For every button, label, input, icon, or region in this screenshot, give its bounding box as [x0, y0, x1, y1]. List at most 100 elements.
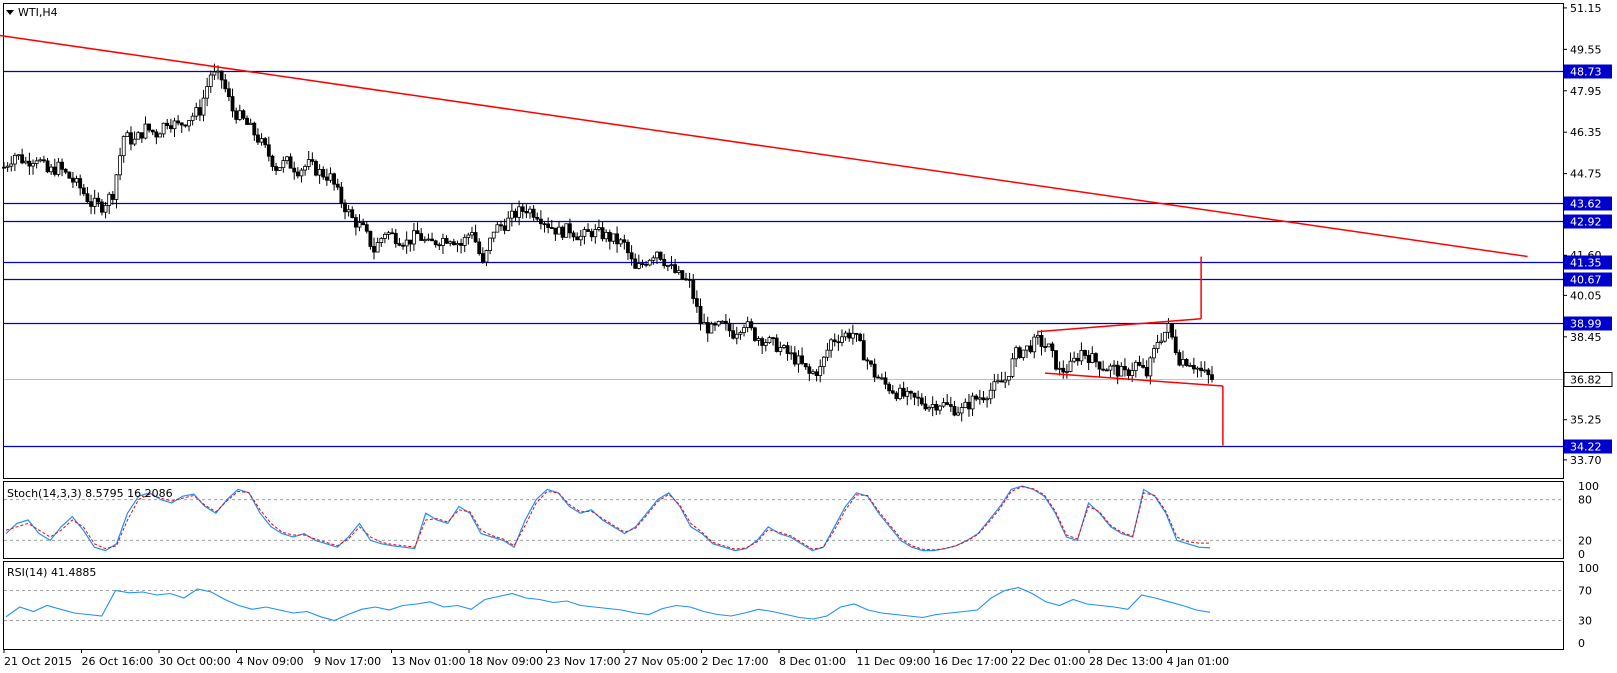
candle-body — [538, 218, 543, 225]
level-tag-label: 43.62 — [1570, 198, 1602, 211]
rsi-tick-label: 30 — [1578, 615, 1592, 628]
candle-body — [861, 340, 866, 361]
candle-body — [771, 337, 775, 340]
candle-body — [488, 237, 493, 251]
candle-body — [430, 238, 434, 242]
time-tick-label: 18 Nov 09:00 — [469, 655, 543, 668]
stoch-tick-label: 100 — [1578, 480, 1599, 493]
candle-body — [321, 169, 326, 178]
level-tags: 48.73 43.62 42.92 41.35 40.67 38.99 34.22 36.82 — [1563, 64, 1613, 454]
rsi-tick-label: 70 — [1578, 585, 1592, 598]
candle-body — [415, 230, 420, 235]
candle-body — [5, 165, 10, 168]
candle-body — [865, 359, 870, 362]
candle-body — [422, 239, 427, 242]
candle-body — [1162, 331, 1167, 342]
candle-body — [1119, 366, 1124, 377]
time-tick-label: 16 Dec 17:00 — [934, 655, 1008, 668]
candle-body — [136, 132, 141, 140]
candle-body — [1035, 335, 1040, 338]
candle-body — [223, 79, 228, 90]
candle-body — [216, 70, 220, 73]
candle-body — [753, 327, 757, 341]
candle-body — [1166, 323, 1171, 333]
candle-body — [912, 392, 917, 398]
candle-body — [470, 232, 474, 236]
candle-body — [78, 178, 83, 189]
candle-body — [1159, 340, 1164, 343]
candle-body — [738, 332, 743, 335]
candle-body — [1133, 361, 1138, 371]
candle-body — [992, 381, 997, 391]
level-tag-box — [1564, 214, 1612, 229]
candle-body — [1061, 367, 1066, 373]
candle-body — [1126, 369, 1131, 376]
candle-body — [658, 251, 663, 260]
candle-body — [869, 360, 873, 365]
candle-body — [742, 327, 746, 333]
level-tag-box — [1564, 196, 1612, 211]
horizontal-levels — [4, 70, 1563, 448]
candle-body — [999, 380, 1004, 383]
symbol-dropdown-icon[interactable] — [6, 10, 14, 15]
candle-body — [909, 390, 913, 394]
time-tick-label: 26 Oct 16:00 — [82, 655, 154, 668]
candle-body — [734, 333, 739, 339]
candle-body — [618, 239, 623, 245]
candle-body — [636, 263, 641, 269]
candle-body — [586, 229, 590, 232]
candle-body — [299, 169, 304, 177]
candle-body — [938, 405, 942, 411]
candle-body — [513, 210, 518, 218]
candle-body — [386, 232, 391, 235]
candle-body — [332, 173, 337, 185]
candle-body — [604, 232, 609, 240]
time-tick-label: 21 Oct 2015 — [4, 655, 72, 668]
candle-body — [234, 110, 239, 120]
candle-body — [843, 332, 848, 338]
candle-body — [1057, 367, 1062, 370]
candle-body — [158, 133, 162, 138]
candle-body — [644, 263, 648, 266]
candle-body — [694, 298, 699, 307]
candle-body — [894, 392, 899, 400]
candle-body — [952, 406, 957, 416]
candle-body — [578, 235, 583, 241]
candle-body — [256, 134, 260, 143]
candle-body — [2, 166, 6, 169]
candle-body — [147, 123, 152, 131]
candle-body — [934, 404, 939, 411]
candle-body — [796, 355, 801, 365]
candle-body — [219, 70, 224, 81]
candle-body — [858, 333, 863, 342]
candle-body — [814, 371, 819, 376]
price-tick-label: 35.25 — [1570, 414, 1602, 427]
stoch-tick-label: 20 — [1578, 534, 1592, 547]
candle-body — [1021, 349, 1026, 358]
candle-body — [81, 187, 86, 195]
candle-body — [1014, 347, 1019, 360]
candle-body — [401, 244, 405, 247]
candle-body — [1188, 365, 1193, 367]
stoch-label: Stoch(14,3,3) 8.5795 16.2086 — [7, 487, 173, 500]
level-tag-box — [1564, 272, 1612, 287]
rsi-line — [4, 586, 1563, 622]
candle-body — [546, 223, 551, 228]
candle-body — [767, 337, 772, 343]
candle-body — [571, 232, 576, 238]
candle-body — [1202, 369, 1207, 372]
candle-body — [324, 176, 329, 181]
candle-body — [959, 407, 964, 414]
candle-body — [745, 321, 750, 328]
candle-body — [1028, 345, 1033, 353]
candle-body — [876, 376, 881, 379]
candle-body — [1170, 323, 1174, 338]
candle-body — [495, 224, 500, 233]
candle-body — [42, 159, 46, 162]
candle-body — [1043, 346, 1048, 348]
candle-body — [633, 258, 638, 269]
candle-body — [1137, 361, 1142, 366]
candle-body — [317, 169, 322, 176]
candle-body — [560, 226, 565, 238]
